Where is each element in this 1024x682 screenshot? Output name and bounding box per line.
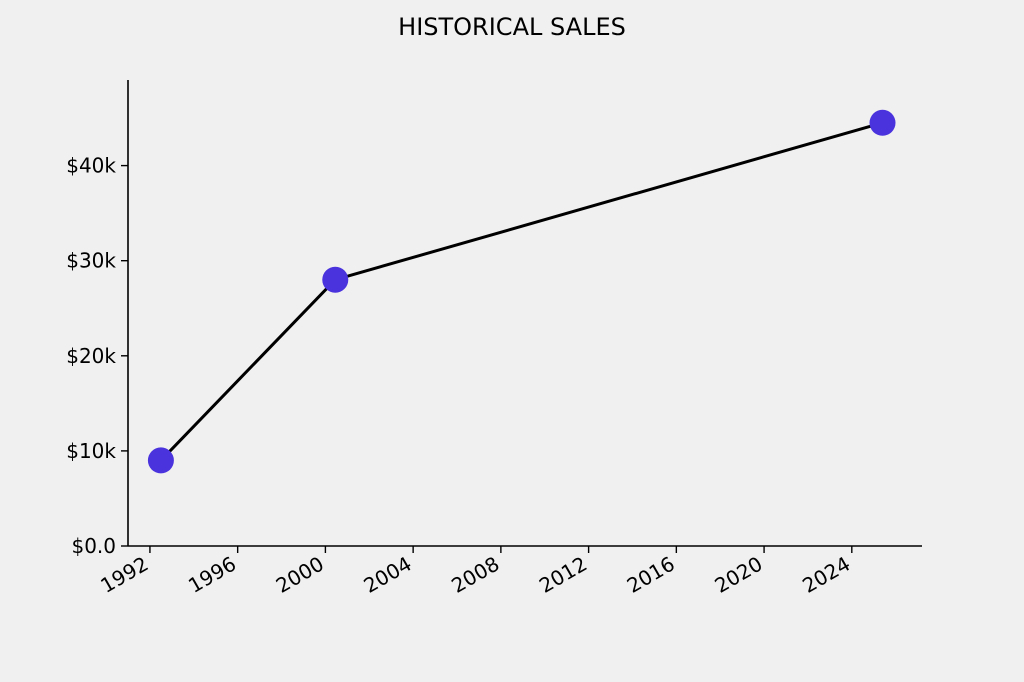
x-tick-label: 2024 (798, 552, 854, 598)
data-point (322, 266, 349, 293)
y-tick-label: $0.0 (71, 534, 116, 558)
x-tick-label: 2012 (535, 552, 591, 598)
data-point (869, 109, 896, 136)
y-tick-label: $40k (66, 154, 116, 178)
plot-area (147, 109, 896, 474)
x-tick-label: 2004 (360, 552, 416, 598)
y-axis: $0.0 $10k $20k $30k $40k (66, 80, 129, 558)
x-tick-label: 1992 (96, 552, 152, 598)
y-tick-label: $30k (66, 249, 116, 273)
chart-title: HISTORICAL SALES (398, 13, 626, 41)
x-tick-label: 2008 (447, 552, 503, 598)
y-tick-label: $10k (66, 439, 116, 463)
data-point (147, 447, 174, 474)
x-tick-label: 1996 (184, 552, 240, 598)
y-tick-label: $20k (66, 344, 116, 368)
x-axis: 1992 1996 2000 2004 2008 2012 2016 2020 2024 (96, 545, 922, 598)
x-tick-label: 2020 (710, 552, 766, 598)
x-tick-label: 2016 (623, 552, 679, 598)
series-line (159, 121, 883, 462)
x-tick-label: 2000 (272, 552, 328, 598)
